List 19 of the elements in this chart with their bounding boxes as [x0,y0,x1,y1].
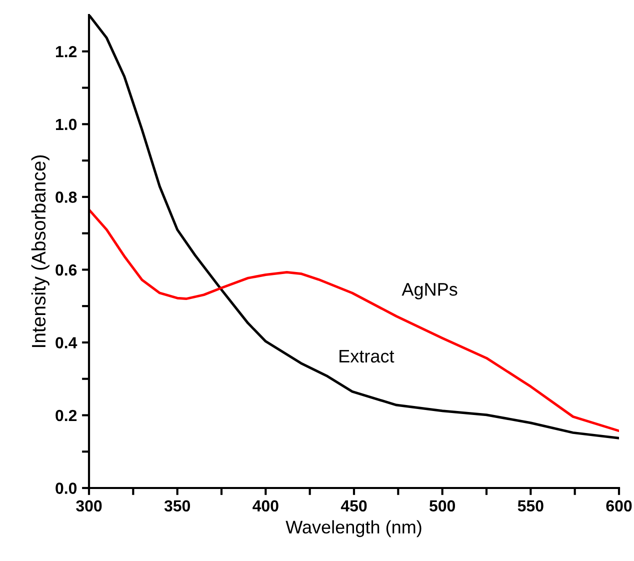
y-axis-title: Intensity (Absorbance) [31,155,50,347]
y-tick-label: 1.2 [56,46,77,58]
y-tick-label: 0.0 [56,482,77,494]
x-tick-label: 300 [76,500,102,512]
y-tick-label: 0.8 [56,192,77,203]
y-tick-label: 0.4 [56,337,78,348]
y-tick-label: 0.2 [56,410,77,422]
series-label: Extract [340,350,394,363]
y-tick-label: 0.6 [56,264,77,276]
y-tick-label: 1.0 [56,118,77,130]
x-tick-label: 450 [340,500,367,512]
x-tick-label: 400 [252,500,278,512]
series-label: AgNPs [402,283,458,300]
x-tick-label: 550 [518,500,544,512]
x-tick-label: 500 [430,500,456,512]
x-tick-label: 350 [164,500,190,512]
x-tick-label: 600 [606,500,632,512]
x-axis-title: Wavelength (nm) [286,520,422,538]
line-series [89,208,619,432]
